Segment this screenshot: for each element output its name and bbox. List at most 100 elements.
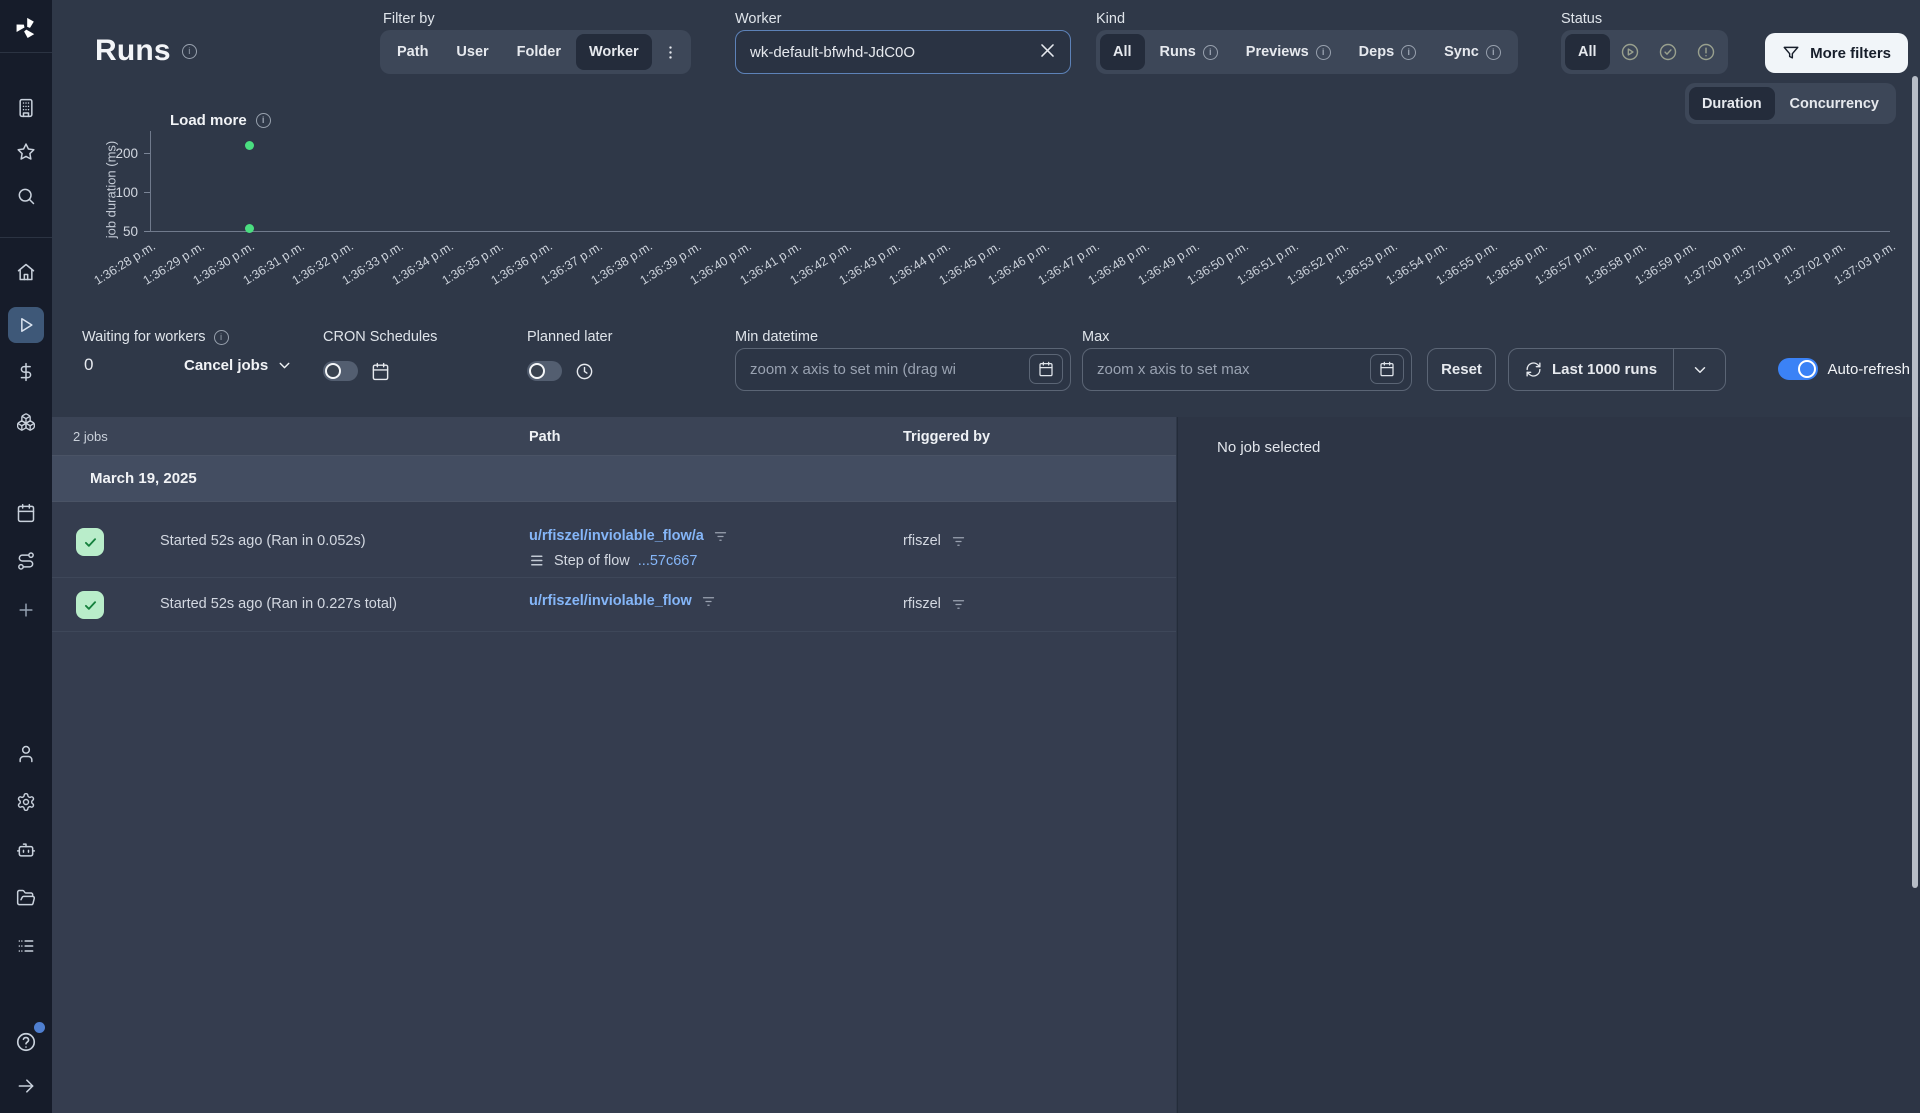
kind-tab-all[interactable]: All bbox=[1100, 34, 1145, 70]
variables-dollar-icon[interactable] bbox=[10, 356, 42, 388]
runs-info-icon[interactable] bbox=[181, 43, 197, 59]
filter-by-label: Filter by bbox=[383, 11, 435, 27]
last-runs-button[interactable]: Last 1000 runs bbox=[1509, 349, 1673, 390]
kind-tab-deps[interactable]: Deps bbox=[1346, 34, 1429, 70]
info-icon[interactable] bbox=[1401, 44, 1417, 60]
triggered-by-user: rfiszel bbox=[903, 533, 941, 549]
info-icon[interactable] bbox=[1202, 44, 1218, 60]
worker-input[interactable] bbox=[735, 30, 1071, 74]
worker-field-label: Worker bbox=[735, 11, 782, 27]
info-icon[interactable] bbox=[213, 329, 229, 345]
kebab-menu-icon[interactable] bbox=[654, 34, 687, 70]
parent-flow-link[interactable]: ...57c667 bbox=[637, 552, 698, 569]
sidebar-divider bbox=[0, 52, 52, 53]
filter-by-user-icon[interactable] bbox=[951, 534, 966, 549]
filter-tab-user[interactable]: User bbox=[456, 44, 489, 60]
last-runs-chevron-button[interactable] bbox=[1673, 349, 1725, 390]
kind-group: All Runs Previews Deps Sync bbox=[1096, 30, 1518, 74]
view-tab-duration[interactable]: Duration bbox=[1688, 87, 1775, 120]
clock-icon[interactable] bbox=[575, 362, 594, 381]
flows-route-icon[interactable] bbox=[10, 545, 42, 577]
settings-gear-icon[interactable] bbox=[10, 786, 42, 818]
filter-by-path-icon[interactable] bbox=[701, 594, 716, 609]
status-success-check-circle-icon[interactable] bbox=[1650, 34, 1686, 70]
job-path-link[interactable]: u/rfiszel/inviolable_flow/a bbox=[529, 528, 704, 544]
no-job-selected-text: No job selected bbox=[1217, 439, 1321, 456]
info-icon[interactable] bbox=[1485, 44, 1501, 60]
filter-tab-path[interactable]: Path bbox=[397, 44, 429, 60]
y-tick-mark bbox=[144, 192, 150, 193]
max-datetime-calendar-icon[interactable] bbox=[1370, 354, 1404, 384]
y-tick-mark bbox=[144, 231, 150, 232]
folders-folder-open-icon[interactable] bbox=[10, 882, 42, 914]
step-of-flow-text: Step of flow bbox=[554, 552, 630, 569]
kind-tab-sync[interactable]: Sync bbox=[1431, 34, 1514, 70]
y-tick-mark bbox=[144, 153, 150, 154]
filter-tab-folder[interactable]: Folder bbox=[516, 44, 561, 60]
clear-worker-x-icon[interactable] bbox=[1038, 41, 1057, 60]
job-detail-panel: No job selected bbox=[1177, 417, 1920, 1113]
y-axis-line bbox=[150, 131, 151, 232]
collapse-arrow-right-icon[interactable] bbox=[10, 1070, 42, 1102]
y-tick-50: 50 bbox=[122, 224, 138, 239]
filter-by-user-icon[interactable] bbox=[951, 597, 966, 612]
chart-point[interactable] bbox=[244, 141, 254, 151]
min-datetime-calendar-icon[interactable] bbox=[1029, 354, 1063, 384]
home-icon[interactable] bbox=[10, 256, 42, 288]
load-more-button[interactable]: Load more bbox=[170, 112, 271, 129]
favorites-star-icon[interactable] bbox=[10, 136, 42, 168]
cron-toggle[interactable] bbox=[323, 361, 358, 381]
notification-dot bbox=[34, 1022, 45, 1033]
kind-tab-runs[interactable]: Runs bbox=[1147, 34, 1231, 70]
more-filters-button[interactable]: More filters bbox=[1765, 33, 1908, 73]
success-check-badge bbox=[76, 528, 104, 556]
auto-refresh-toggle[interactable] bbox=[1778, 358, 1819, 380]
planned-later-label: Planned later bbox=[527, 329, 613, 345]
vertical-scrollbar[interactable] bbox=[1912, 76, 1918, 888]
logs-list-icon[interactable] bbox=[10, 930, 42, 962]
table-row[interactable]: Started 52s ago (Ran in 0.227s total) u/… bbox=[52, 578, 1176, 632]
add-plus-icon[interactable] bbox=[10, 594, 42, 626]
help-circle-icon[interactable] bbox=[10, 1022, 45, 1058]
job-path-link[interactable]: u/rfiszel/inviolable_flow bbox=[529, 593, 692, 609]
kind-tab-previews[interactable]: Previews bbox=[1233, 34, 1344, 70]
reset-button[interactable]: Reset bbox=[1427, 348, 1496, 391]
status-tab-all[interactable]: All bbox=[1565, 34, 1610, 70]
user-icon[interactable] bbox=[10, 738, 42, 770]
min-datetime-label: Min datetime bbox=[735, 329, 819, 345]
planned-later-toggle[interactable] bbox=[527, 361, 562, 381]
auto-refresh-label: Auto-refresh bbox=[1827, 360, 1910, 378]
info-icon[interactable] bbox=[255, 113, 271, 128]
status-failure-alert-circle-icon[interactable] bbox=[1688, 34, 1724, 70]
job-started-text: Started 52s ago (Ran in 0.052s) bbox=[160, 533, 366, 549]
x-axis-line bbox=[150, 231, 1890, 232]
resources-boxes-icon[interactable] bbox=[10, 406, 42, 438]
sidebar-divider bbox=[0, 237, 52, 238]
max-datetime-input[interactable] bbox=[1082, 348, 1412, 391]
filter-by-path-icon[interactable] bbox=[713, 529, 728, 544]
y-tick-100: 100 bbox=[115, 185, 138, 200]
column-header-path: Path bbox=[529, 428, 561, 445]
table-row[interactable]: Started 52s ago (Ran in 0.052s) u/rfisze… bbox=[52, 502, 1176, 578]
workers-bot-icon[interactable] bbox=[10, 834, 42, 866]
sidebar bbox=[0, 0, 52, 1113]
view-tab-concurrency[interactable]: Concurrency bbox=[1789, 95, 1879, 112]
workspace-building-icon[interactable] bbox=[10, 92, 42, 124]
waiting-count: 0 bbox=[84, 355, 94, 374]
funnel-icon bbox=[1783, 46, 1799, 59]
windmill-logo[interactable] bbox=[10, 12, 42, 44]
filter-tab-worker[interactable]: Worker bbox=[575, 34, 652, 70]
sidebar-item-runs[interactable] bbox=[8, 307, 44, 343]
cron-calendar-icon[interactable] bbox=[371, 362, 390, 381]
status-running-play-circle-icon[interactable] bbox=[1612, 34, 1648, 70]
max-datetime-label: Max bbox=[1082, 329, 1110, 345]
search-icon[interactable] bbox=[10, 180, 42, 212]
info-icon[interactable] bbox=[1315, 44, 1331, 60]
chart-point[interactable] bbox=[244, 224, 254, 234]
last-runs-split-button: Last 1000 runs bbox=[1508, 348, 1727, 391]
cancel-jobs-button[interactable]: Cancel jobs bbox=[184, 357, 293, 374]
schedules-calendar-icon[interactable] bbox=[10, 497, 42, 529]
min-datetime-input[interactable] bbox=[735, 348, 1071, 391]
filter-by-group: Path User Folder Worker bbox=[380, 30, 691, 74]
